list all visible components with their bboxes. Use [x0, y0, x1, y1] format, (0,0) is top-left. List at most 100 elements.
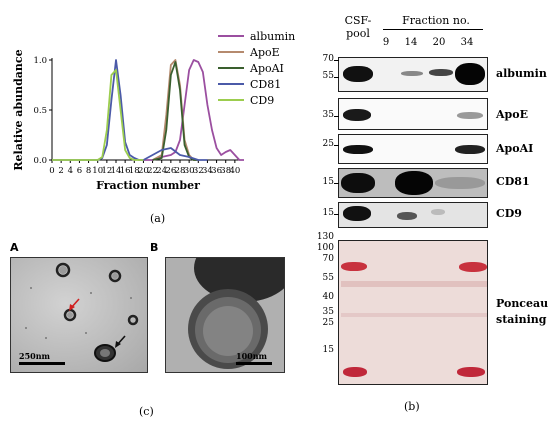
- x-tick-label: 40: [229, 166, 240, 176]
- mw-ponceau-130: 130: [316, 232, 334, 242]
- speck: [45, 337, 47, 339]
- band: [343, 109, 371, 121]
- mw-ponceau-25: 25: [322, 318, 334, 328]
- scalebar-b-label: 100nm: [236, 351, 267, 361]
- mw-cd9-15: 15: [322, 208, 334, 218]
- x-tick-label: 22: [147, 166, 158, 176]
- band: [435, 177, 485, 189]
- x-tick-label: 24: [156, 166, 167, 176]
- band: [457, 112, 483, 119]
- vesicle-core: [100, 349, 110, 357]
- scalebar-b: [236, 362, 272, 365]
- mw-tick: [334, 145, 339, 146]
- row-label-apoai: ApoAI: [496, 142, 534, 155]
- vesicle-core: [67, 312, 73, 318]
- blot-cd81: [338, 168, 488, 198]
- x-tick-label: 12: [101, 166, 112, 176]
- speck: [85, 332, 87, 334]
- band: [343, 206, 371, 221]
- blot-apoai: [338, 134, 488, 164]
- band: [459, 262, 487, 272]
- x-tick-label: 36: [211, 166, 222, 176]
- x-tick-label: 2: [58, 166, 63, 176]
- x-tick-label: 0: [49, 166, 54, 176]
- panel-a-caption: (a): [150, 212, 166, 225]
- em-image-b-drawing: [188, 258, 284, 369]
- x-tick-label: 14: [111, 166, 122, 176]
- x-tick-label: 34: [202, 166, 213, 176]
- row-label-ponceau: Ponceau staining: [496, 296, 548, 328]
- band: [343, 145, 373, 154]
- mw-albumin-70: 70: [322, 54, 334, 64]
- blot-header-csf-line1: CSF-: [344, 14, 372, 27]
- speck: [25, 327, 27, 329]
- blot-header-csf-line2: pool: [346, 27, 370, 40]
- lane-label-9: 9: [382, 37, 390, 48]
- mw-apoe-35: 35: [322, 110, 334, 120]
- em-image-a-drawing: [25, 262, 139, 362]
- lane-label-34: 34: [460, 37, 474, 48]
- y-tick-label: 1.0: [33, 56, 47, 66]
- x-tick-label: 30: [184, 166, 195, 176]
- mw-ponceau-15: 15: [322, 345, 334, 355]
- series-line-apoe: [152, 59, 199, 161]
- legend-label-apoai: ApoAI: [249, 62, 284, 75]
- series-line-albumin: [143, 59, 244, 161]
- x-tick-label: 4: [68, 166, 73, 176]
- band: [341, 173, 375, 193]
- blot-header-fraction: Fraction no.: [402, 14, 470, 27]
- speck: [90, 292, 92, 294]
- vesicle-inner: [203, 306, 253, 356]
- x-tick-label: 10: [92, 166, 103, 176]
- x-tick-label: 28: [175, 166, 186, 176]
- em-b-letter: B: [150, 241, 159, 254]
- band: [341, 281, 487, 287]
- mw-tick: [334, 77, 339, 78]
- x-tick-label: 20: [138, 166, 149, 176]
- band: [431, 209, 445, 215]
- mw-ponceau-100: 100: [316, 243, 334, 253]
- vesicle-core: [59, 266, 67, 274]
- mw-tick: [334, 183, 339, 184]
- ponceau-label-line2: staining: [496, 313, 547, 326]
- panel-c-caption: (c): [139, 405, 154, 418]
- legend-label-cd81: CD81: [250, 78, 281, 91]
- speck: [30, 287, 32, 289]
- legend-label-albumin: albumin: [250, 30, 295, 43]
- vesicle: [127, 314, 139, 326]
- row-label-cd81: CD81: [496, 175, 530, 188]
- x-tick-label: 18: [129, 166, 140, 176]
- blot-cd9: [338, 202, 488, 228]
- mw-ponceau-55: 55: [322, 273, 334, 283]
- band: [455, 145, 485, 154]
- em-image-a: 250nm: [10, 257, 148, 373]
- black-arrow-head: [115, 341, 121, 348]
- line-chart: 0 2 4 6 8 101214161820222426283032343638400.0…: [12, 30, 295, 192]
- x-tick-label: 16: [120, 166, 131, 176]
- band: [341, 313, 487, 317]
- mw-cd81-15: 15: [322, 177, 334, 187]
- mw-tick: [334, 214, 339, 215]
- y-tick-label: 0.5: [33, 106, 47, 116]
- blot-header-csf: CSF- pool: [341, 14, 375, 40]
- mw-ponceau-70: 70: [322, 254, 334, 264]
- x-tick-label: 6: [77, 166, 82, 176]
- band: [395, 171, 433, 195]
- ponceau-label-line1: Ponceau: [496, 297, 549, 310]
- x-axis-label: Fraction number: [96, 179, 200, 192]
- scalebar-a-label: 250nm: [19, 351, 50, 361]
- y-axis-label: Relative abundance: [12, 49, 25, 170]
- legend-label-apoe: ApoE: [249, 46, 280, 59]
- panel-b-caption: (b): [404, 400, 420, 413]
- row-label-albumin: albumin: [496, 67, 547, 80]
- scalebar-a: [19, 362, 65, 365]
- mw-tick: [334, 60, 339, 61]
- lane-label-20: 20: [432, 37, 446, 48]
- band: [397, 212, 417, 220]
- legend-label-cd9: CD9: [250, 94, 274, 107]
- series-line-apoai: [152, 61, 199, 161]
- x-tick-label: 32: [193, 166, 204, 176]
- blot-ponceau: [338, 240, 488, 385]
- mw-tick: [334, 116, 339, 117]
- speck: [130, 297, 132, 299]
